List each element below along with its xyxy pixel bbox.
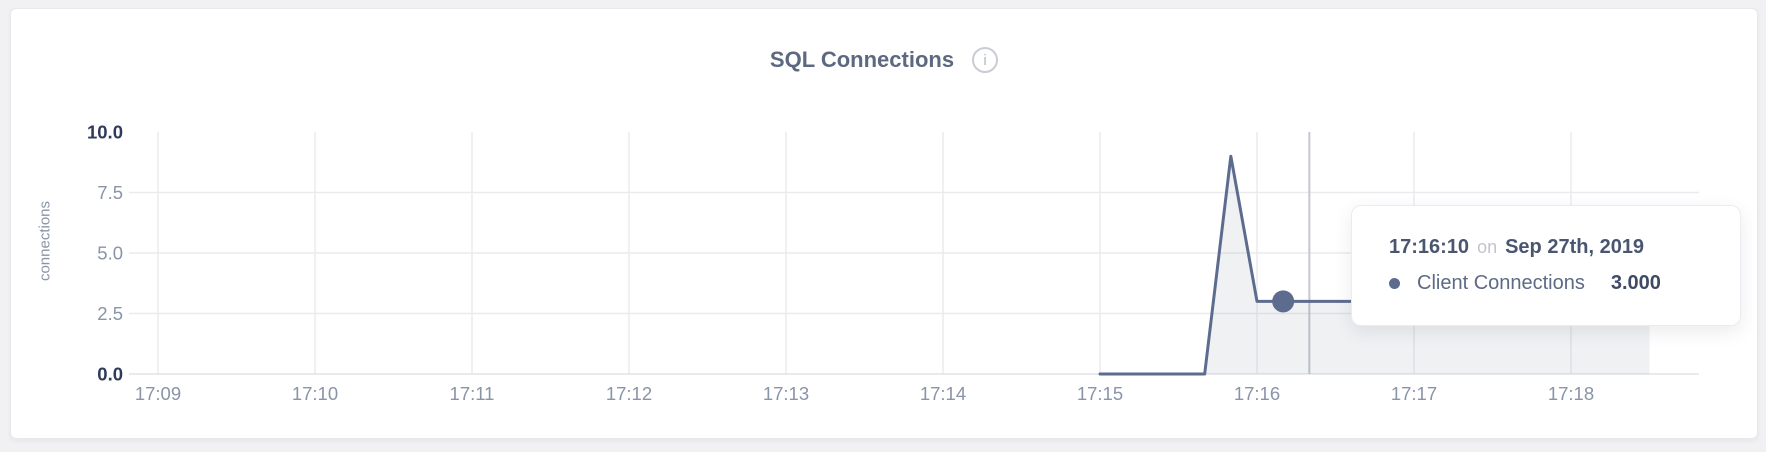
y-tick-label: 2.5 [97,303,123,324]
x-tick-label: 17:09 [135,383,181,404]
y-tick-label: 0.0 [97,364,123,385]
x-tick-label: 17:13 [763,383,809,404]
x-tick-label: 17:18 [1548,383,1594,404]
x-tick-label: 17:11 [450,383,495,404]
x-tick-label: 17:15 [1077,383,1123,404]
tooltip-connector: on [1477,237,1498,257]
series-bullet-icon [1389,278,1400,289]
tooltip-timestamp: 17:16:10 on Sep 27th, 2019 [1389,236,1712,259]
info-icon[interactable]: i [972,47,999,73]
y-tick-label: 5.0 [97,243,123,264]
chart-header: SQL Connections i [11,46,1757,74]
y-tick-label: 10.0 [87,122,123,143]
x-tick-label: 17:14 [920,383,966,404]
tooltip-series-row: Client Connections 3.000 [1389,272,1712,295]
x-tick-label: 17:16 [1234,383,1280,404]
tooltip-series-value: 3.000 [1610,272,1661,294]
chart-card: SQL Connections i connections 17:09 17:10… [10,8,1758,439]
info-icon-glyph: i [983,51,987,69]
tooltip-date: Sep 27th, 2019 [1505,236,1645,258]
tooltip-time: 17:16:10 [1389,236,1470,258]
x-tick-label: 17:17 [1391,383,1437,404]
x-tick-label: 17:10 [292,383,338,404]
x-tick-label: 17:12 [606,383,652,404]
y-tick-label: 7.5 [97,182,123,203]
chart-title: SQL Connections [769,47,955,72]
chart-tooltip: 17:16:10 on Sep 27th, 2019 Client Connec… [1351,205,1741,326]
hover-point-dot[interactable] [1272,290,1295,313]
tooltip-series-label: Client Connections [1417,272,1585,294]
